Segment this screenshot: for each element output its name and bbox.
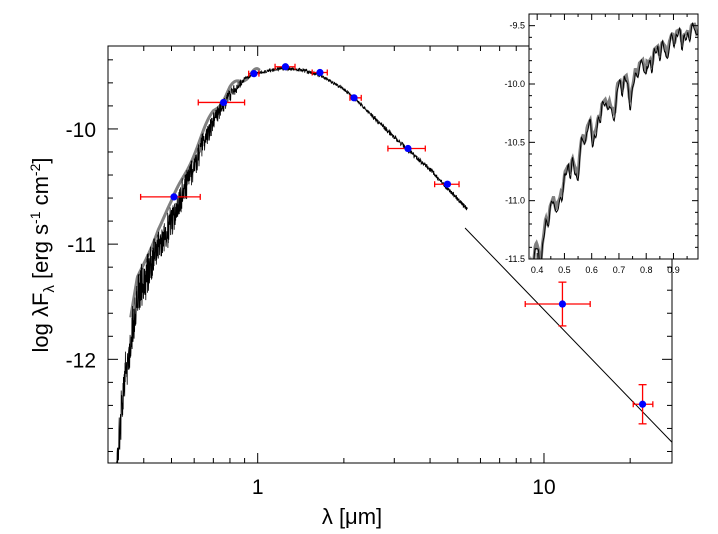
photometry-point bbox=[274, 63, 296, 71]
photometry-point bbox=[139, 193, 201, 201]
inset-x-ticks: 0.4 0.5 0.6 0.7 0.8 0.9 bbox=[531, 14, 688, 275]
data-point bbox=[350, 94, 358, 102]
main-sed-chart: 1 10 -10 -11 -12 λ [μm] log λFλ [erg s-1 cm… bbox=[27, 45, 673, 529]
main-y-ticks: -10 -11 -12 bbox=[66, 59, 672, 452]
inset-x-tick-label: 0.8 bbox=[640, 265, 653, 275]
inset-background bbox=[529, 14, 698, 259]
inset-y-tick-label: -9.5 bbox=[509, 21, 525, 31]
inset-x-tick-label: 0.4 bbox=[531, 265, 544, 275]
data-point bbox=[219, 98, 228, 107]
inset-y-tick-label: -11.5 bbox=[505, 254, 525, 264]
y-tick-label: -10 bbox=[66, 119, 96, 142]
data-point bbox=[404, 144, 412, 153]
y-tick-label: -11 bbox=[67, 234, 96, 257]
inset-plot-area bbox=[529, 21, 698, 259]
y-tick-label: -12 bbox=[66, 349, 96, 372]
inset-spectrum-chart: 0.4 0.5 0.6 0.7 0.8 0.9 -9.5 -10.0 -10.5 -11.0 -1… bbox=[504, 13, 699, 275]
inset-x-tick-label: 0.5 bbox=[558, 265, 571, 275]
data-point bbox=[250, 70, 258, 78]
model-spectrum-black bbox=[116, 66, 468, 463]
data-point bbox=[316, 68, 324, 77]
data-point bbox=[443, 180, 452, 188]
photometry-point bbox=[433, 180, 460, 188]
data-point bbox=[558, 300, 567, 308]
main-x-ticks: 1 10 bbox=[107, 46, 631, 499]
photometry-point bbox=[197, 98, 246, 107]
inset-y-tick-label: -10.0 bbox=[504, 79, 525, 89]
photometry-point bbox=[387, 144, 426, 153]
data-point bbox=[170, 193, 178, 201]
photometry-point bbox=[524, 281, 591, 327]
inset-plot-frame bbox=[528, 13, 699, 260]
inset-x-tick-label: 0.7 bbox=[613, 265, 626, 275]
rayleigh-jeans-line bbox=[464, 227, 672, 443]
photometry-point bbox=[632, 384, 654, 425]
inset-y-ticks: -9.5 -10.0 -10.5 -11.0 -11.5 bbox=[504, 13, 698, 264]
photometry-point bbox=[349, 94, 362, 102]
main-y-axis-label: log λFλ [erg s-1 cm-2] bbox=[27, 157, 58, 352]
main-plot-area bbox=[116, 63, 672, 463]
photometry-point bbox=[248, 70, 260, 78]
inset-y-tick-label: -11.0 bbox=[505, 196, 525, 206]
inset-x-tick-label: 0.6 bbox=[585, 265, 598, 275]
model-spectrum-grey bbox=[129, 67, 261, 318]
y-axis-title: log λFλ [erg s-1 cm-2] bbox=[27, 157, 58, 352]
data-point bbox=[638, 400, 647, 408]
x-tick-label: 1 bbox=[252, 476, 264, 499]
inset-y-tick-label: -10.5 bbox=[504, 137, 525, 147]
inset-spectrum-black bbox=[533, 21, 698, 259]
inset-x-tick-label: 0.9 bbox=[667, 265, 680, 275]
x-axis-title: λ [μm] bbox=[322, 504, 382, 529]
data-point bbox=[281, 63, 290, 71]
main-x-axis-label: λ [μm] bbox=[322, 504, 382, 529]
x-tick-label: 10 bbox=[532, 476, 555, 499]
photometry-point bbox=[311, 68, 328, 77]
